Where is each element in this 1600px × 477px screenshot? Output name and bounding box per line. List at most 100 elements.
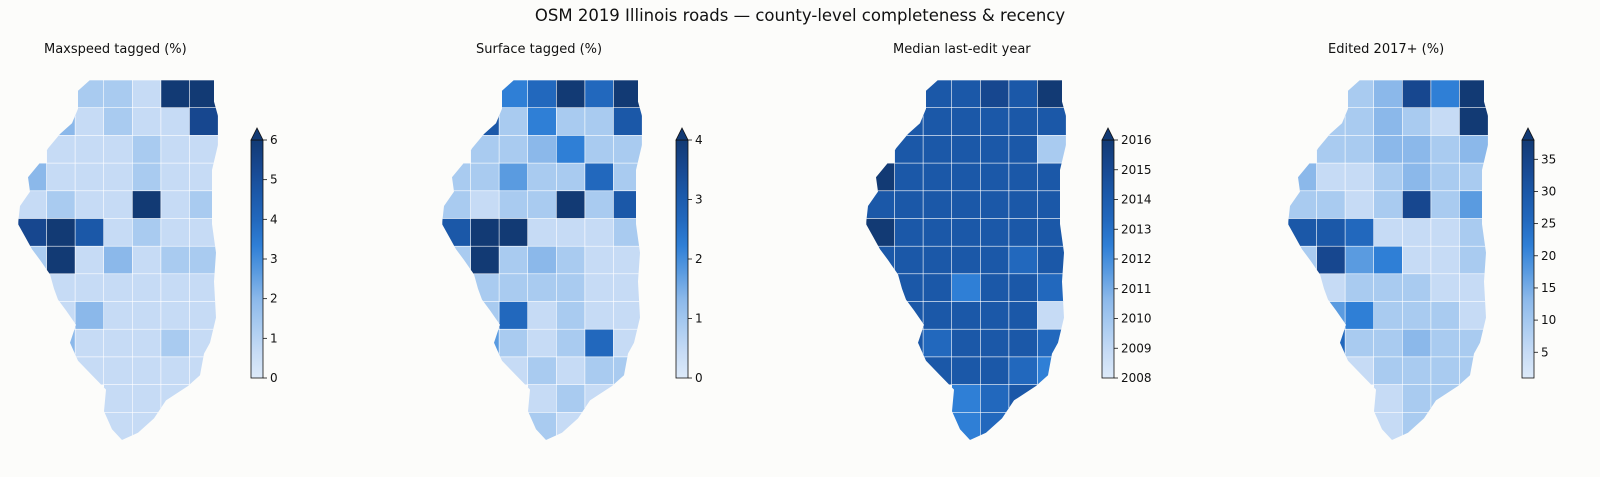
panel-median-year: Median last-edit year 2008 2009 2010 2011 20… bbox=[800, 0, 1200, 477]
county bbox=[951, 190, 981, 220]
county bbox=[980, 328, 1010, 358]
county bbox=[1402, 218, 1432, 247]
county bbox=[1316, 245, 1346, 275]
panel-surface: Surface tagged (%) 0 1 2 3 4 bbox=[400, 0, 800, 477]
colorbar-tick-label: 1 bbox=[695, 312, 703, 326]
county bbox=[584, 162, 614, 192]
colorbar-tick-label: 1 bbox=[270, 331, 278, 345]
county bbox=[1459, 245, 1488, 275]
county bbox=[1459, 218, 1488, 247]
county bbox=[470, 245, 500, 275]
county bbox=[1344, 135, 1375, 164]
county bbox=[894, 135, 924, 164]
county bbox=[951, 356, 981, 386]
county bbox=[132, 107, 162, 136]
county bbox=[103, 245, 133, 275]
county bbox=[18, 245, 48, 275]
county bbox=[922, 218, 953, 247]
county bbox=[103, 301, 133, 330]
county bbox=[1008, 384, 1038, 413]
county bbox=[922, 273, 953, 302]
county bbox=[1459, 135, 1488, 164]
colorbar-tick-label: 3 bbox=[270, 252, 278, 266]
county bbox=[1344, 162, 1375, 192]
county bbox=[132, 135, 162, 164]
county bbox=[498, 245, 529, 275]
county bbox=[613, 356, 642, 386]
county bbox=[470, 328, 500, 358]
county bbox=[189, 135, 218, 164]
county bbox=[1008, 162, 1038, 192]
county bbox=[894, 218, 924, 247]
county bbox=[1344, 80, 1375, 109]
county bbox=[470, 107, 500, 136]
county bbox=[18, 218, 48, 247]
county bbox=[74, 190, 105, 220]
county bbox=[46, 107, 76, 136]
county bbox=[980, 384, 1010, 413]
county bbox=[1037, 245, 1066, 275]
county bbox=[74, 356, 105, 386]
county bbox=[556, 384, 586, 413]
figure-title: OSM 2019 Illinois roads — county-level c… bbox=[534, 6, 1066, 25]
county bbox=[1037, 190, 1066, 220]
county bbox=[527, 135, 557, 164]
county bbox=[103, 328, 133, 358]
county bbox=[1402, 107, 1432, 136]
county bbox=[132, 356, 162, 386]
county bbox=[498, 162, 529, 192]
county bbox=[103, 80, 133, 109]
panel-title: Maxspeed tagged (%) bbox=[44, 42, 187, 57]
county bbox=[470, 301, 500, 330]
colorbar-tick-label: 25 bbox=[1541, 217, 1556, 231]
colorbar-tick-label: 4 bbox=[270, 212, 278, 226]
county-layer bbox=[442, 80, 642, 440]
county bbox=[1344, 273, 1375, 302]
county bbox=[132, 328, 162, 358]
county bbox=[556, 135, 586, 164]
county bbox=[584, 80, 614, 109]
county bbox=[470, 162, 500, 192]
county bbox=[1402, 190, 1432, 220]
county bbox=[470, 218, 500, 247]
county bbox=[1373, 218, 1403, 247]
county bbox=[1344, 356, 1375, 386]
colorbar-tick-label: 2014 bbox=[1121, 193, 1152, 207]
county bbox=[189, 356, 218, 386]
county bbox=[1316, 218, 1346, 247]
county bbox=[1402, 245, 1432, 275]
county bbox=[498, 190, 529, 220]
county bbox=[556, 411, 586, 440]
panel-edited-2017: Edited 2017+ (%) 5 10 15 20 25 30 35 bbox=[1200, 0, 1600, 477]
panel-maxspeed: Maxspeed tagged (%) 0 1 2 3 4 5 6 bbox=[0, 0, 400, 477]
county bbox=[1008, 135, 1038, 164]
county bbox=[613, 218, 642, 247]
county bbox=[556, 162, 586, 192]
colorbar-tick-label: 2 bbox=[270, 292, 278, 306]
county bbox=[1037, 80, 1066, 109]
county bbox=[1037, 107, 1066, 136]
illinois-choropleth-median-year: 2008 2009 2010 2011 2012 2013 2014 2015 2016 bbox=[866, 80, 1152, 440]
county bbox=[46, 301, 76, 330]
county bbox=[442, 190, 472, 220]
county bbox=[527, 384, 557, 413]
county bbox=[980, 218, 1010, 247]
county bbox=[922, 301, 953, 330]
county bbox=[46, 190, 76, 220]
county bbox=[1430, 328, 1460, 358]
county bbox=[74, 107, 105, 136]
county bbox=[527, 301, 557, 330]
county bbox=[46, 218, 76, 247]
county bbox=[103, 384, 133, 413]
county bbox=[1430, 384, 1460, 413]
county bbox=[1288, 162, 1318, 192]
county-layer bbox=[866, 80, 1066, 440]
county bbox=[1037, 301, 1066, 330]
colorbar-tick-label: 0 bbox=[695, 371, 703, 385]
county bbox=[74, 135, 105, 164]
county bbox=[527, 328, 557, 358]
county bbox=[1402, 135, 1432, 164]
county bbox=[46, 328, 76, 358]
county bbox=[922, 356, 953, 386]
county bbox=[980, 411, 1010, 440]
